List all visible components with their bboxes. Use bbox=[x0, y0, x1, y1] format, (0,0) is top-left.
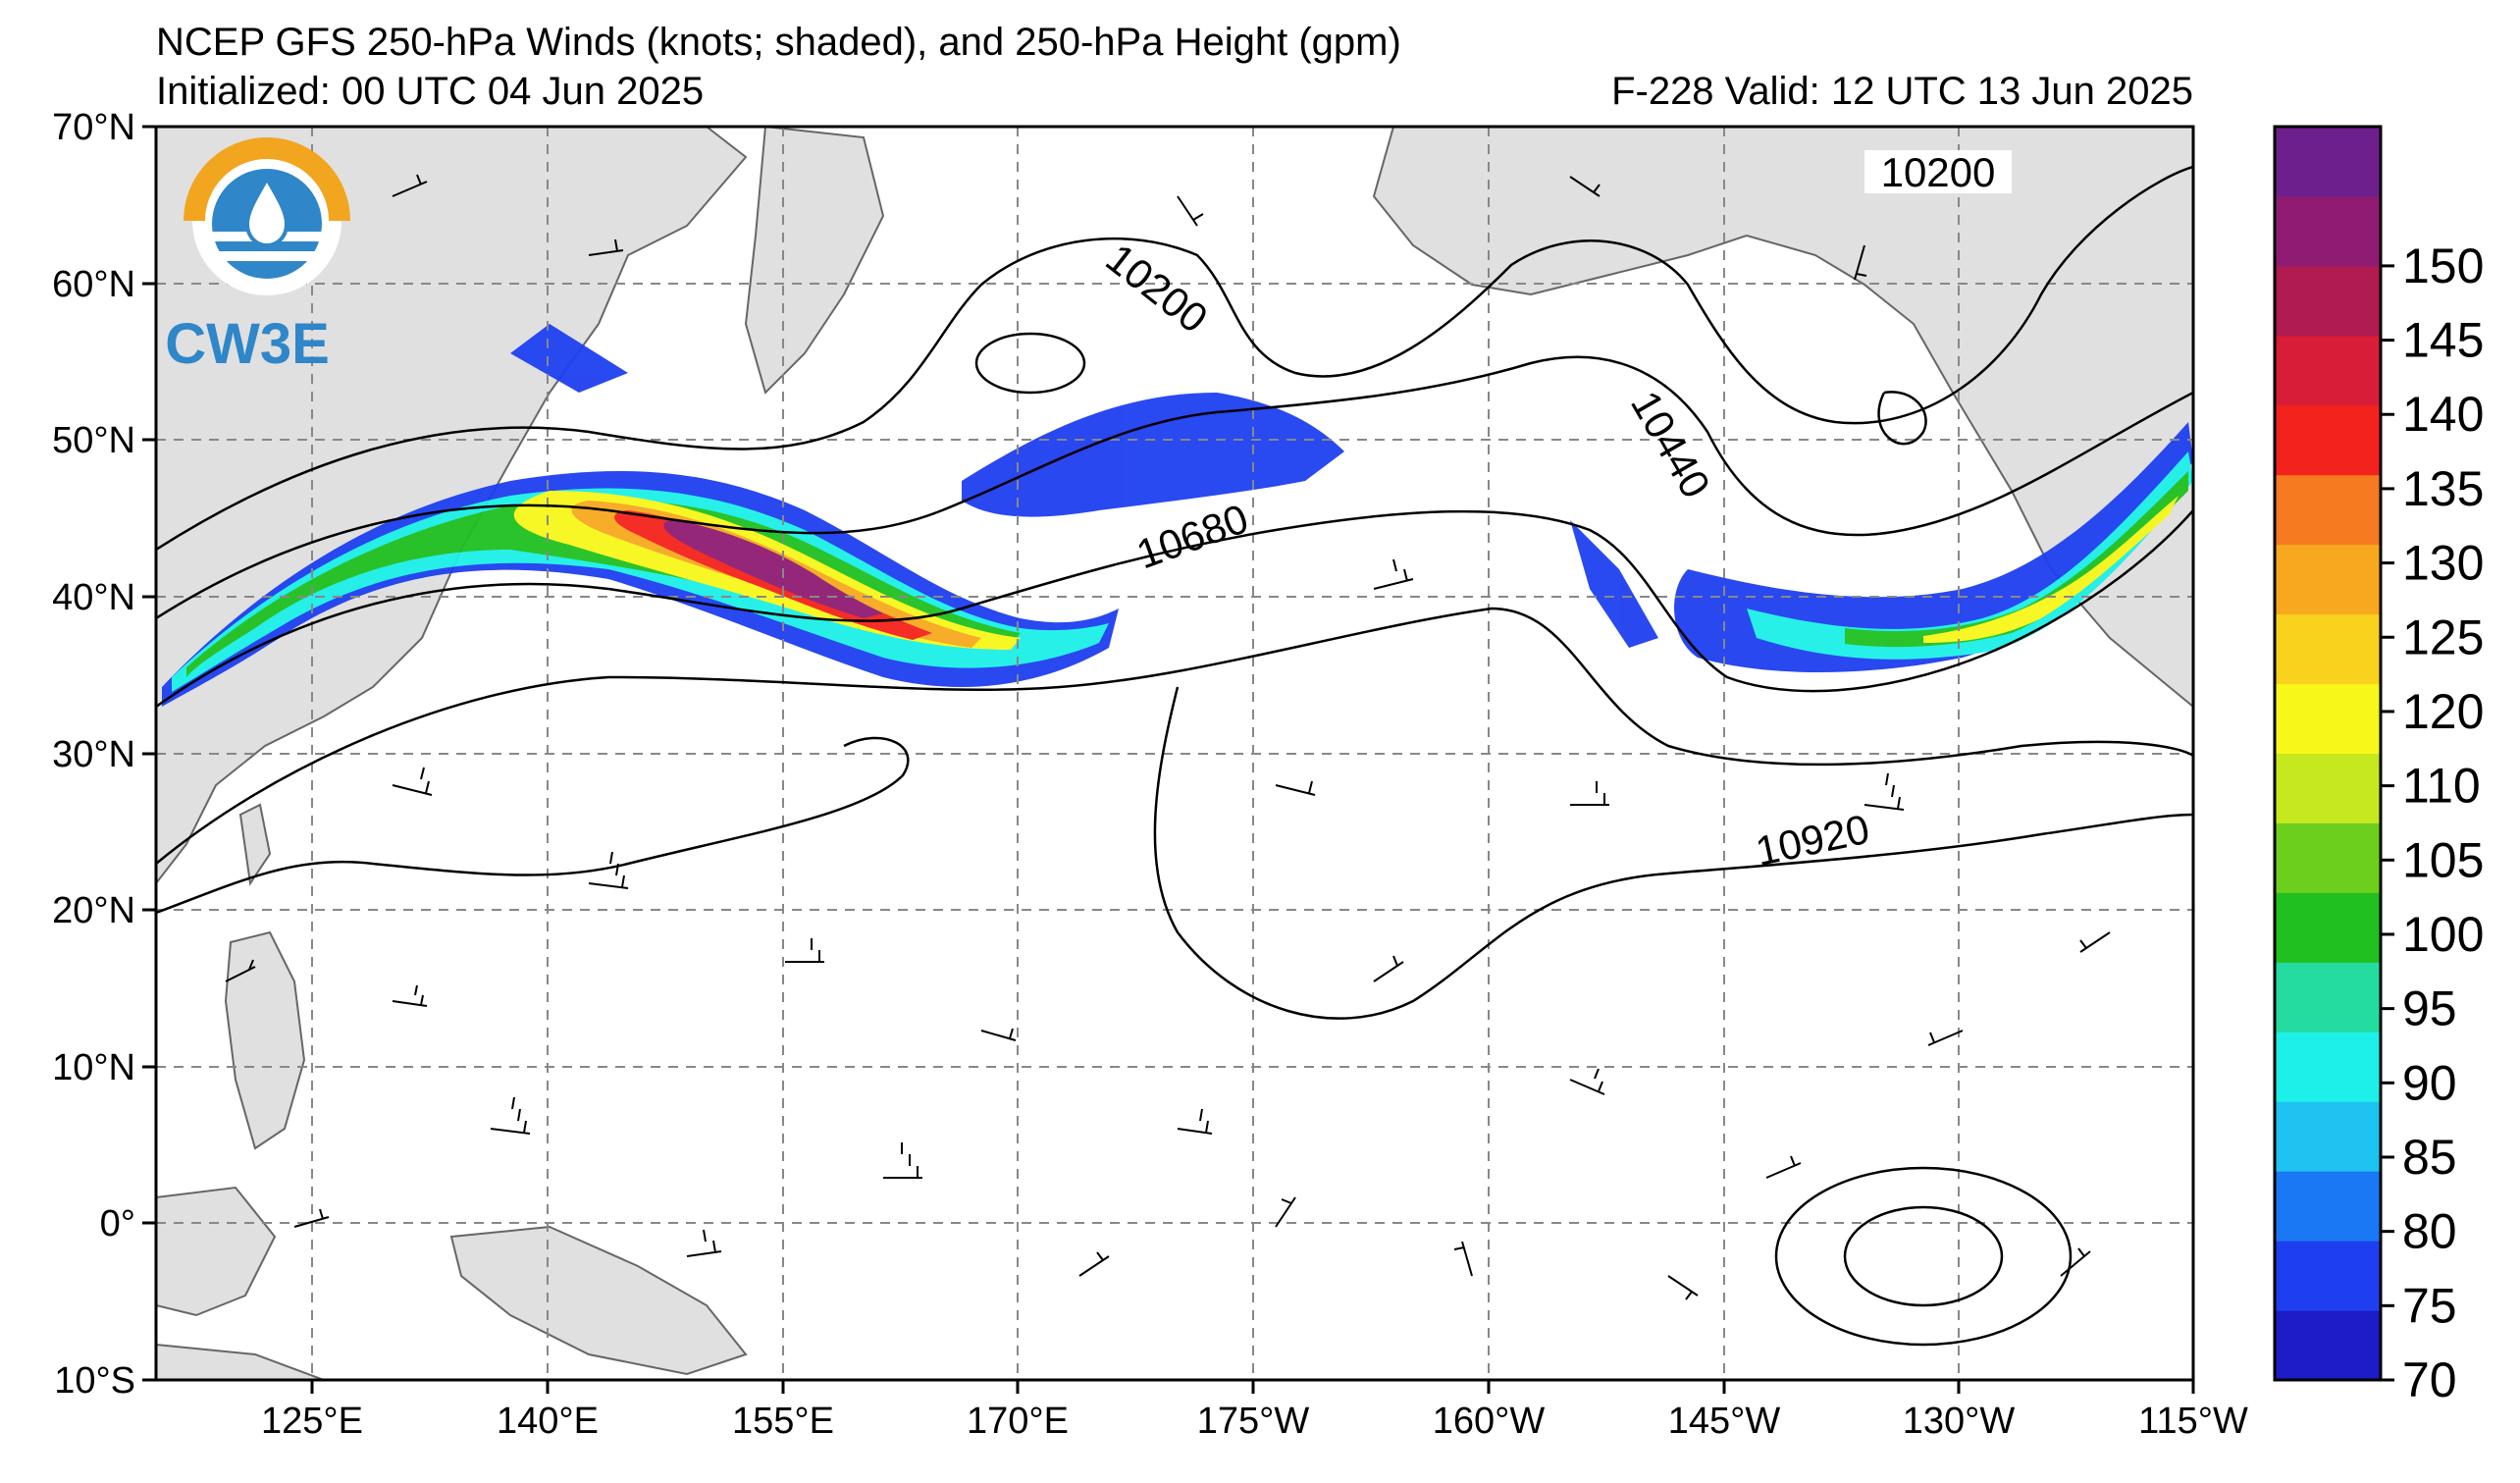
lat-axis: 70°N 60°N 50°N 40°N 30°N 20°N 10°N 0° 10… bbox=[52, 107, 156, 1402]
colorbar-swatch bbox=[2275, 753, 2381, 823]
lat-tick-label: 50°N bbox=[52, 420, 135, 461]
colorbar-swatch bbox=[2275, 1101, 2381, 1172]
colorbar-label: 145 bbox=[2402, 313, 2484, 368]
colorbar-label: 70 bbox=[2402, 1352, 2457, 1407]
colorbar-label: 80 bbox=[2402, 1204, 2457, 1259]
colorbar-label: 135 bbox=[2402, 461, 2484, 516]
lat-tick-label: 0° bbox=[100, 1203, 135, 1245]
colorbar-swatch bbox=[2275, 404, 2381, 476]
map-panel: 10200 10200 10440 10680 10920 CW3E bbox=[156, 127, 2193, 1380]
lon-axis: 125°E 140°E 155°E 170°E 175°W 160°W 145°… bbox=[261, 1380, 2248, 1442]
lon-tick-label: 140°E bbox=[497, 1401, 599, 1442]
figure-title: NCEP GFS 250-hPa Winds (knots; shaded), … bbox=[156, 21, 1401, 64]
colorbar-swatch bbox=[2275, 544, 2381, 615]
colorbar-swatch bbox=[2275, 1241, 2381, 1311]
lat-tick-label: 20°N bbox=[52, 890, 135, 931]
colorbar-label: 85 bbox=[2402, 1130, 2457, 1185]
height-contours bbox=[156, 165, 2193, 1347]
valid-time: F-228 Valid: 12 UTC 13 Jun 2025 bbox=[1611, 70, 2193, 113]
colorbar-label: 140 bbox=[2402, 387, 2484, 442]
colorbar-swatch bbox=[2275, 335, 2381, 406]
colorbar-frame bbox=[2273, 125, 2383, 1382]
colorbar: 70 75 80 85 90 95 100 105 110 120 125 130 135 140 145 1… bbox=[2273, 125, 2484, 1407]
colorbar-swatch bbox=[2275, 683, 2381, 754]
colorbar-label: 90 bbox=[2402, 1055, 2457, 1110]
colorbar-label: 110 bbox=[2402, 759, 2481, 814]
colorbar-swatch bbox=[2275, 474, 2381, 546]
contour-label: 10200 bbox=[1881, 149, 1996, 195]
colorbar-swatch bbox=[2275, 195, 2381, 267]
colorbar-swatch bbox=[2275, 892, 2381, 963]
colorbar-swatch bbox=[2275, 822, 2381, 893]
colorbar-label: 150 bbox=[2402, 238, 2484, 293]
lon-tick-label: 145°W bbox=[1668, 1401, 1781, 1442]
colorbar-swatch bbox=[2275, 962, 2381, 1033]
logo-text: CW3E bbox=[165, 312, 330, 376]
lat-tick-label: 40°N bbox=[52, 577, 135, 618]
lat-tick-label: 60°N bbox=[52, 264, 135, 305]
lon-tick-label: 160°W bbox=[1433, 1401, 1546, 1442]
colorbar-label: 125 bbox=[2402, 609, 2484, 664]
colorbar-label: 75 bbox=[2402, 1278, 2457, 1333]
lat-tick-label: 70°N bbox=[52, 107, 135, 148]
lat-tick-label: 10°N bbox=[52, 1047, 135, 1088]
colorbar-label: 130 bbox=[2402, 536, 2484, 591]
lat-tick-label: 10°S bbox=[54, 1360, 135, 1402]
wind-shading bbox=[162, 324, 2193, 707]
colorbar-label: 120 bbox=[2402, 684, 2484, 739]
colorbar-swatch bbox=[2275, 1310, 2381, 1381]
lon-tick-label: 115°W bbox=[2138, 1401, 2248, 1442]
lon-tick-label: 155°E bbox=[732, 1401, 834, 1442]
wind-barbs bbox=[225, 174, 2111, 1300]
lat-tick-label: 30°N bbox=[52, 734, 135, 775]
colorbar-label: 105 bbox=[2402, 832, 2484, 887]
lon-tick-label: 130°W bbox=[1903, 1401, 2016, 1442]
colorbar-swatch bbox=[2275, 265, 2381, 337]
colorbar-label: 100 bbox=[2402, 907, 2484, 962]
lon-tick-label: 175°W bbox=[1197, 1401, 1310, 1442]
lon-tick-label: 125°E bbox=[261, 1401, 363, 1442]
colorbar-label: 95 bbox=[2402, 981, 2457, 1036]
lon-tick-label: 170°E bbox=[967, 1401, 1069, 1442]
colorbar-swatch bbox=[2275, 613, 2381, 685]
init-time: Initialized: 00 UTC 04 Jun 2025 bbox=[156, 70, 704, 113]
colorbar-swatch bbox=[2275, 127, 2381, 197]
colorbar-swatch bbox=[2275, 1032, 2381, 1102]
colorbar-swatch bbox=[2275, 1171, 2381, 1242]
cw3e-logo-icon: CW3E bbox=[165, 137, 350, 376]
